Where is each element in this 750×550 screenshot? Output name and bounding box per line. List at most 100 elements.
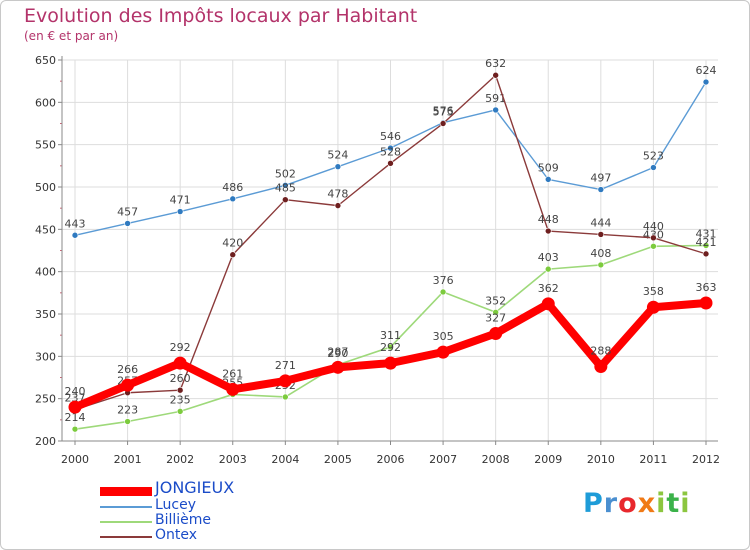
data-label-lucey: 457 bbox=[117, 205, 138, 218]
data-label-ontex: 478 bbox=[327, 188, 348, 201]
data-label-ontex: 421 bbox=[696, 236, 717, 249]
data-label-ontex: 528 bbox=[380, 145, 401, 158]
data-label-lucey: 524 bbox=[327, 149, 348, 162]
data-label-lucey: 443 bbox=[65, 217, 86, 230]
chart-title: Evolution des Impôts locaux par Habitant bbox=[24, 5, 418, 27]
x-tick-label: 2003 bbox=[219, 453, 247, 466]
data-point-billi-me bbox=[71, 425, 79, 433]
legend-swatch-ontex bbox=[100, 536, 152, 538]
data-point-lucey bbox=[334, 163, 342, 170]
data-label-jongieux: 358 bbox=[643, 285, 664, 298]
data-label-jongieux: 240 bbox=[65, 385, 86, 398]
data-label-billi-me: 290 bbox=[327, 347, 348, 360]
data-label-ontex: 260 bbox=[170, 372, 191, 385]
x-tick-label: 2010 bbox=[587, 453, 615, 466]
legend-label-billieme: Billième bbox=[155, 512, 212, 528]
data-label-ontex: 440 bbox=[643, 220, 664, 233]
y-tick-label: 250 bbox=[35, 393, 56, 406]
legend-label-jongieux: JONGIEUX bbox=[155, 478, 235, 497]
data-point-jongieux bbox=[68, 400, 82, 414]
data-label-jongieux: 266 bbox=[117, 363, 138, 376]
data-point-lucey bbox=[71, 231, 79, 239]
data-label-jongieux: 327 bbox=[485, 311, 506, 324]
data-point-ontex bbox=[176, 386, 184, 394]
y-tick-label: 550 bbox=[35, 139, 56, 152]
y-tick-label: 600 bbox=[35, 96, 56, 109]
data-point-billi-me bbox=[597, 261, 605, 269]
legend-swatch-jongieux bbox=[100, 487, 152, 496]
y-tick-label: 300 bbox=[35, 350, 56, 363]
data-point-jongieux bbox=[121, 378, 135, 392]
data-point-jongieux bbox=[646, 300, 660, 314]
data-point-jongieux bbox=[436, 345, 450, 359]
x-tick-label: 2007 bbox=[429, 453, 457, 466]
y-tick-label: 450 bbox=[35, 223, 56, 236]
data-point-lucey bbox=[229, 195, 237, 203]
y-tick-label: 500 bbox=[35, 181, 56, 194]
data-label-jongieux: 362 bbox=[538, 282, 559, 295]
y-tick-label: 200 bbox=[35, 435, 56, 448]
data-point-ontex bbox=[439, 120, 447, 127]
data-label-lucey: 523 bbox=[643, 150, 664, 163]
logo-letter: t bbox=[666, 488, 681, 519]
data-point-billi-me bbox=[439, 288, 447, 296]
data-point-lucey bbox=[492, 106, 499, 114]
x-tick-label: 2000 bbox=[61, 453, 89, 466]
data-point-ontex bbox=[334, 202, 342, 209]
y-tick-label: 650 bbox=[35, 54, 56, 67]
logo-letter: r bbox=[603, 488, 619, 519]
data-label-billi-me: 403 bbox=[538, 251, 559, 264]
data-label-lucey: 624 bbox=[696, 64, 717, 77]
data-point-jongieux bbox=[489, 326, 503, 340]
data-label-ontex: 575 bbox=[433, 106, 454, 119]
logo-letter: i bbox=[680, 488, 691, 519]
data-label-ontex: 444 bbox=[590, 216, 611, 229]
data-point-lucey bbox=[387, 144, 394, 152]
legend-swatch-billieme bbox=[100, 521, 152, 523]
data-point-jongieux bbox=[226, 382, 240, 396]
data-point-ontex bbox=[229, 251, 237, 259]
data-point-jongieux bbox=[173, 356, 187, 370]
data-label-billi-me: 223 bbox=[117, 404, 138, 417]
data-point-lucey bbox=[544, 176, 552, 183]
data-label-ontex: 420 bbox=[222, 237, 243, 250]
data-point-jongieux bbox=[541, 297, 555, 311]
data-point-lucey bbox=[702, 78, 710, 86]
x-tick-label: 2004 bbox=[271, 453, 299, 466]
x-tick-label: 2006 bbox=[377, 453, 405, 466]
data-label-lucey: 486 bbox=[222, 181, 243, 194]
data-label-billi-me: 408 bbox=[590, 247, 611, 260]
data-point-jongieux bbox=[699, 296, 713, 310]
data-point-ontex bbox=[492, 71, 499, 79]
data-label-billi-me: 431 bbox=[696, 227, 717, 240]
logo-letter: o bbox=[618, 488, 638, 519]
data-point-billi-me bbox=[544, 265, 552, 273]
data-label-billi-me: 376 bbox=[433, 274, 454, 287]
data-label-ontex: 632 bbox=[485, 57, 506, 70]
data-point-ontex bbox=[597, 231, 605, 238]
data-point-billi-me bbox=[176, 408, 184, 415]
y-tick-label: 350 bbox=[35, 308, 56, 321]
data-label-lucey: 497 bbox=[590, 172, 611, 185]
x-tick-label: 2001 bbox=[114, 453, 142, 466]
data-label-lucey: 576 bbox=[433, 105, 454, 118]
x-tick-label: 2005 bbox=[324, 453, 352, 466]
data-point-ontex bbox=[387, 159, 394, 167]
data-point-billi-me bbox=[702, 242, 710, 249]
legend-label-lucey: Lucey bbox=[155, 497, 197, 513]
data-label-jongieux: 261 bbox=[222, 367, 243, 380]
x-tick-label: 2011 bbox=[639, 453, 667, 466]
data-label-ontex: 485 bbox=[275, 182, 296, 195]
data-label-lucey: 509 bbox=[538, 161, 559, 174]
data-point-billi-me bbox=[387, 343, 394, 351]
data-point-jongieux bbox=[331, 360, 345, 374]
data-point-lucey bbox=[176, 208, 184, 215]
data-point-billi-me bbox=[124, 418, 131, 425]
legend-swatch-lucey bbox=[100, 506, 152, 508]
data-label-billi-me: 311 bbox=[380, 329, 401, 342]
data-label-jongieux: 287 bbox=[327, 345, 348, 358]
legend-label-ontex: Ontex bbox=[155, 527, 198, 543]
data-label-jongieux: 305 bbox=[433, 330, 454, 343]
data-label-billi-me: 214 bbox=[65, 411, 86, 424]
